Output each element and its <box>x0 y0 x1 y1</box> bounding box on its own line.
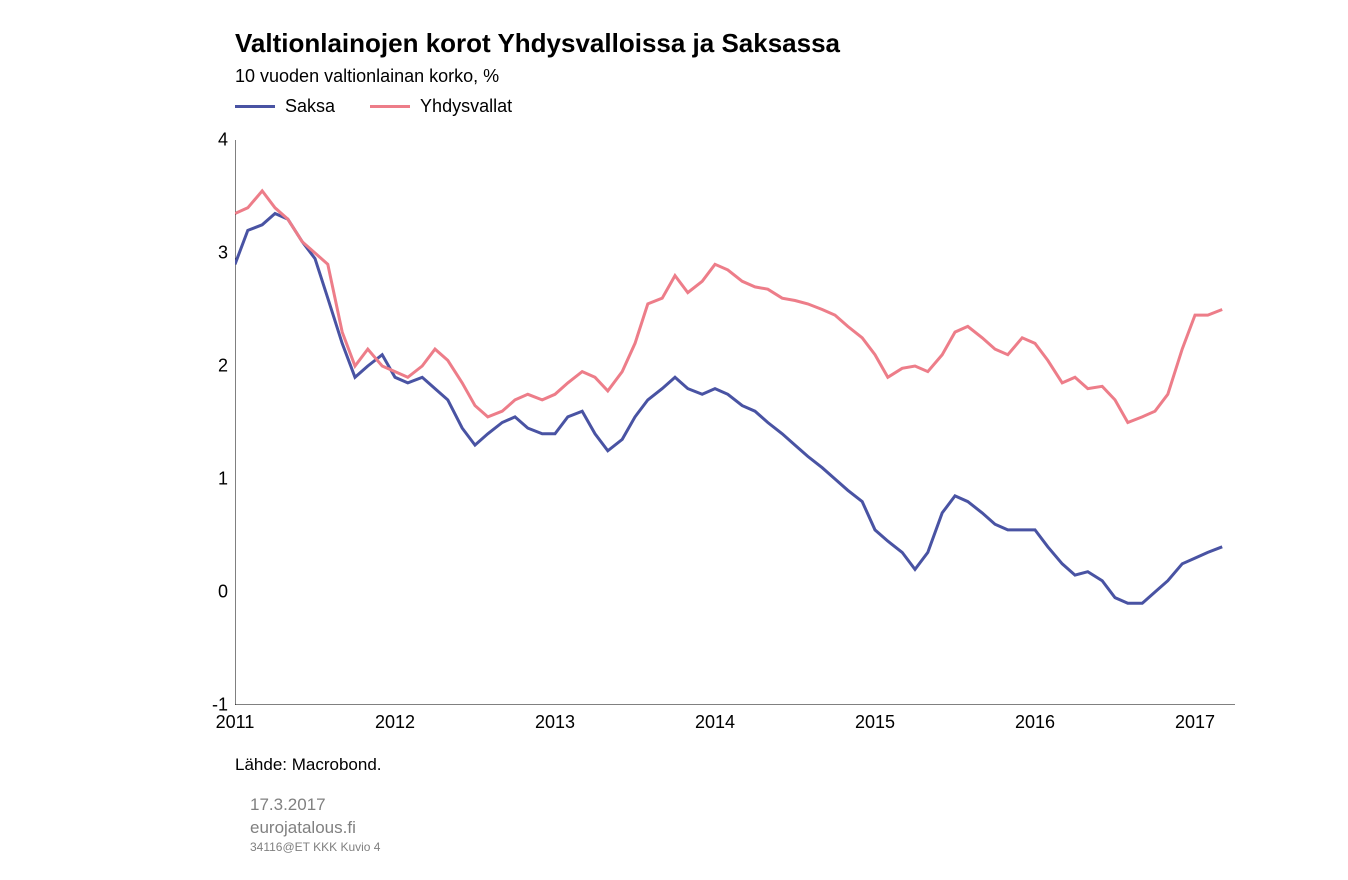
legend-item-us: Yhdysvallat <box>370 96 512 117</box>
legend: Saksa Yhdysvallat <box>235 92 542 117</box>
source-text: Lähde: Macrobond. <box>235 755 382 775</box>
x-tick-label: 2011 <box>216 712 255 733</box>
y-tick-label: 1 <box>218 469 228 490</box>
series-line-us <box>235 191 1222 423</box>
chart-title: Valtionlainojen korot Yhdysvalloissa ja … <box>235 28 840 59</box>
x-tick-label: 2013 <box>535 712 575 733</box>
y-tick-label: 3 <box>218 243 228 264</box>
legend-item-saksa: Saksa <box>235 96 335 117</box>
chart-container: Valtionlainojen korot Yhdysvalloissa ja … <box>0 0 1348 880</box>
x-tick-label: 2016 <box>1015 712 1055 733</box>
legend-swatch-saksa <box>235 105 275 108</box>
chart-subtitle: 10 vuoden valtionlainan korko, % <box>235 66 499 87</box>
x-tick-label: 2014 <box>695 712 735 733</box>
x-tick-label: 2012 <box>375 712 415 733</box>
y-tick-label: 4 <box>218 130 228 151</box>
plot-area <box>235 140 1235 705</box>
y-tick-label: 0 <box>218 582 228 603</box>
x-tick-label: 2015 <box>855 712 895 733</box>
x-tick-label: 2017 <box>1175 712 1215 733</box>
legend-label-saksa: Saksa <box>285 96 335 117</box>
legend-label-us: Yhdysvallat <box>420 96 512 117</box>
y-tick-label: 2 <box>218 356 228 377</box>
footer-code: 34116@ET KKK Kuvio 4 <box>250 840 380 854</box>
plot-svg <box>235 140 1235 705</box>
footer-site: eurojatalous.fi <box>250 818 356 838</box>
footer-date: 17.3.2017 <box>250 795 326 815</box>
legend-swatch-us <box>370 105 410 108</box>
